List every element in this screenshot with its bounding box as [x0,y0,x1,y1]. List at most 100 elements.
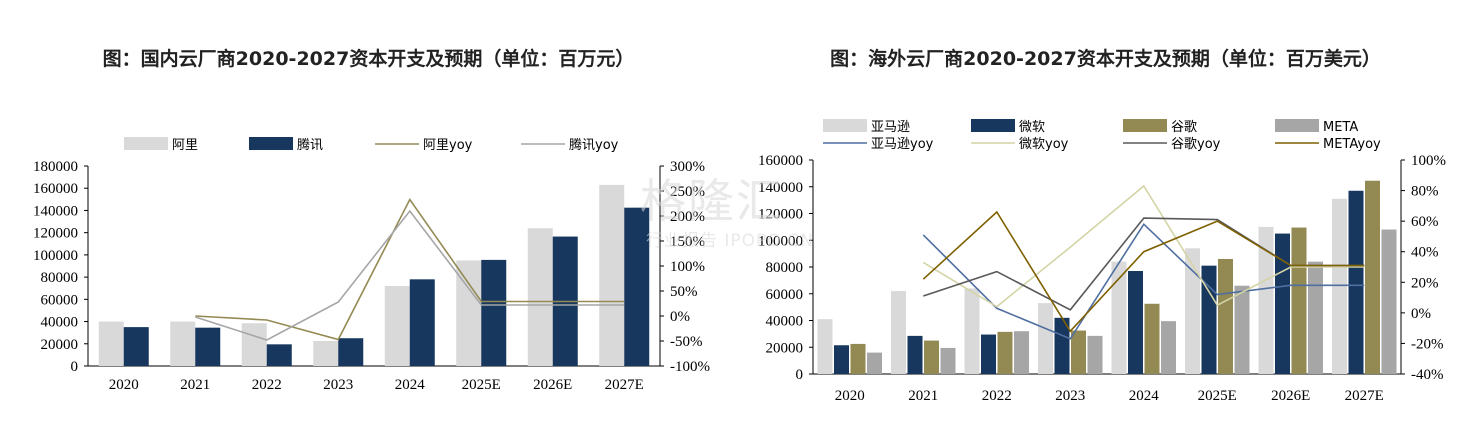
bar-META [1234,285,1250,374]
y-tick-label: 40000 [41,315,79,331]
domestic-capex-chart: 0 20000 40000 60000 80000 100000 120000 140000 1… [33,137,710,393]
bar-META [1381,229,1397,374]
x-tick-label: 2020 [109,377,139,393]
legend-swatch-谷歌 [1123,119,1167,132]
chart-title: 图：国内云厂商2020-2027资本开支及预期（单位：百万元） [102,48,635,70]
legend-swatch-腾讯 [249,137,293,150]
y-tick-label: 20000 [766,340,804,356]
x-tick-label: 2023 [323,377,353,393]
x-tick-label: 2025E [462,377,501,393]
bar-微软 [1128,271,1143,374]
bar-腾讯 [624,207,650,366]
bar-谷歌 [1071,330,1086,374]
bar-腾讯 [409,279,435,366]
bar-亚马逊 [1038,303,1053,374]
y2-tick-label: 250% [670,184,705,200]
x-tick-label: 2021 [180,377,210,393]
overseas-capex-chart: 0 20000 40000 60000 80000 100000 120000 140000 1… [758,119,1446,404]
bar-腾讯 [338,338,364,366]
bar-谷歌 [1365,180,1380,374]
bar-谷歌 [924,340,939,374]
y-tick-label: 100000 [33,248,78,264]
y-tick-label: 40000 [766,314,804,330]
y-tick-label: 160000 [758,153,803,169]
bar-亚马逊 [817,319,833,374]
y2-tick-label: 200% [670,209,705,225]
legend-label-谷歌: 谷歌 [1171,120,1197,135]
bar-亚马逊 [1258,226,1274,374]
bar-META [940,347,956,374]
bar-腾讯 [195,327,221,366]
y2-tick-label: 40% [1411,245,1439,261]
bar-微软 [981,334,996,374]
legend-swatch-亚马逊 [823,119,867,132]
y2-tick-label: 60% [1411,214,1439,230]
bar-亚马逊 [1111,261,1127,374]
x-tick-label: 2026E [533,377,572,393]
y2-tick-label: 80% [1411,184,1439,200]
x-tick-label: 2023 [1055,388,1085,404]
chart-title: 图：海外云厂商2020-2027资本开支及预期（单位：百万美元） [830,48,1381,70]
legend-label-阿里: 阿里 [172,138,198,153]
y2-tick-label: -40% [1411,367,1444,383]
y-tick-label: 80000 [766,260,804,276]
line-METAyoy [922,210,1365,333]
legend-label-META: META [1323,120,1358,135]
legend-swatch-阿里 [124,137,168,150]
x-tick-label: 2020 [835,388,865,404]
y-tick-label: 180000 [33,159,78,175]
y-tick-label: 0 [796,367,804,383]
domestic-capex-chart-panel: 图：国内云厂商2020-2027资本开支及预期（单位：百万元） 0 20000 40… [33,48,710,393]
bar-阿里 [170,321,196,366]
bar-谷歌 [1291,227,1307,374]
bar-阿里 [241,323,267,366]
bar-META [1308,261,1323,374]
bar-阿里 [384,286,410,366]
bar-META [867,352,882,374]
y2-tick-label: -100% [670,359,710,375]
bar-阿里 [98,321,124,366]
bar-谷歌 [1144,303,1160,374]
y-tick-label: 120000 [758,207,803,223]
legend-label-METAyoy: METAyoy [1323,137,1381,152]
bar-谷歌 [997,331,1013,374]
x-tick-label: 2027E [605,377,644,393]
y2-tick-label: 100% [1411,153,1446,169]
bar-微软 [1275,233,1290,374]
bar-微软 [1201,265,1217,374]
legend-label-微软yoy: 微软yoy [1019,137,1069,152]
bar-谷歌 [850,343,866,374]
y2-tick-label: 0% [1411,306,1431,322]
y2-tick-label: 150% [670,234,705,250]
bar-META [1161,321,1176,374]
bar-腾讯 [266,344,292,366]
legend-label-阿里yoy: 阿里yoy [423,138,473,153]
line-亚马逊yoy [922,222,1365,340]
y-tick-label: 100000 [758,233,803,249]
y2-tick-label: 0% [670,309,690,325]
y-tick-label: 80000 [41,270,79,286]
legend-swatch-微软 [971,119,1015,132]
legend-label-腾讯: 腾讯 [297,137,323,153]
bar-谷歌 [1218,258,1233,374]
legend-label-亚马逊yoy: 亚马逊yoy [871,137,934,152]
x-tick-label: 2024 [1129,388,1160,404]
line-腾讯yoy [195,209,625,341]
legend-label-微软: 微软 [1019,120,1045,135]
bar-阿里 [599,184,625,366]
bar-阿里 [527,228,553,366]
x-tick-label: 2021 [908,388,938,404]
line-微软yoy [922,184,1365,308]
y2-tick-label: 300% [670,159,705,175]
x-tick-label: 2027E [1345,388,1384,404]
x-tick-label: 2025E [1198,388,1237,404]
bar-亚马逊 [1185,248,1200,374]
y-tick-label: 20000 [41,337,79,353]
y-tick-label: 140000 [33,203,78,219]
bar-阿里 [313,341,339,366]
legend-label-腾讯yoy: 腾讯yoy [569,137,619,153]
bar-腾讯 [481,259,507,366]
y-tick-label: 120000 [33,226,78,242]
x-tick-label: 2022 [982,388,1012,404]
bar-微软 [907,335,923,374]
